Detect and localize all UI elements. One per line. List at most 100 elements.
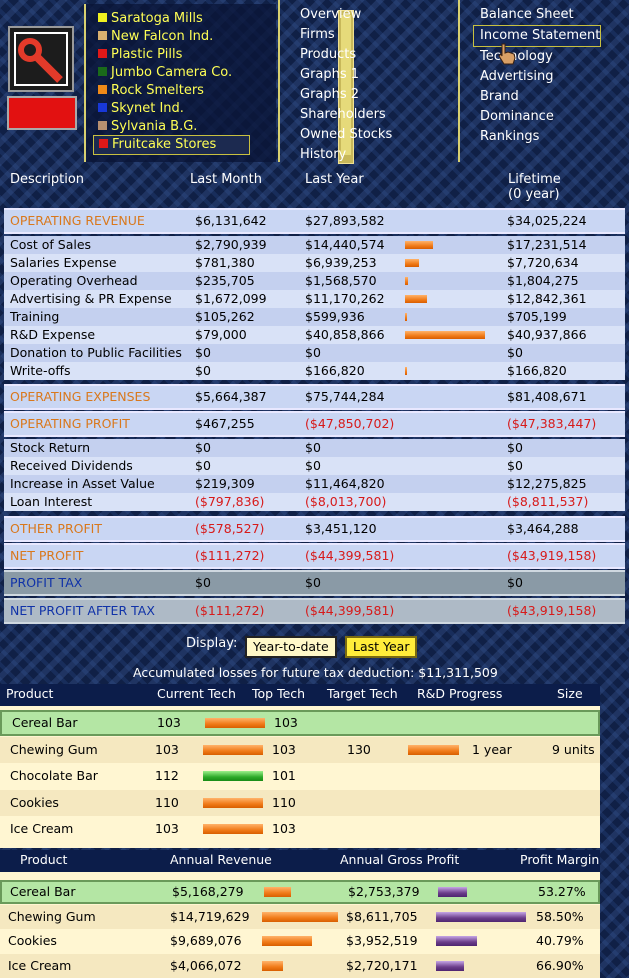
revenue-bar [264,887,291,897]
menu-technology[interactable]: Technology [480,49,553,64]
rd-row[interactable]: Ice Cream 103 103 [0,816,600,842]
row-stock-return: Stock Return $0 $0 $0 [4,439,625,457]
menu-firms[interactable]: Firms [300,27,335,42]
menu-graphs-1[interactable]: Graphs 1 [300,67,360,82]
row-rd-expense: R&D Expense $79,000 $40,858,866 $40,937,86… [4,326,625,344]
profit-tax: PROFIT TAX $0 $0 $0 [4,570,625,596]
row-operating-profit: OPERATING PROFIT $467,255 ($47,850,702) … [4,411,625,437]
company-color-square [98,49,107,58]
rd-size: 9 units [552,741,595,757]
row-net-profit: NET PROFIT ($111,272) ($44,399,581) ($43… [4,543,625,569]
menu-rankings[interactable]: Rankings [480,129,540,144]
company-item[interactable]: New Falcon Ind. [98,28,213,46]
row-write-offs: Write-offs $0 $166,820 $166,820 [4,362,625,380]
row-operating-revenue: OPERATING REVENUE $6,131,642 $27,893,582… [4,208,625,234]
revenue-bar [262,936,312,946]
tech-bar [203,771,263,781]
row-loan-interest: Loan Interest ($797,836) ($8,013,700) ($8,8… [4,493,625,511]
rd-current-tech: 112 [155,768,179,783]
revenue-table: Product Annual Revenue Annual Gross Prof… [0,850,600,978]
company-list-scrollbar[interactable] [338,10,354,164]
rev-row[interactable]: Ice Cream $4,066,072 $2,720,171 66.90% [0,953,600,978]
company-item[interactable]: Saratoga Mills [98,10,203,28]
col-last-year: Last Year [305,172,364,187]
rev-gross: $8,611,705 [346,908,418,924]
menu-graphs-2[interactable]: Graphs 2 [300,87,360,102]
rev-product: Cereal Bar [10,884,76,899]
company-item[interactable]: Plastic Pills [98,46,182,64]
last-year-button[interactable]: Last Year [345,636,418,658]
other-profit: OTHER PROFIT ($578,527) $3,451,120 $3,46… [4,516,625,542]
scroll-thumb[interactable] [341,15,351,155]
rd-row[interactable]: Chocolate Bar 112 101 [0,763,600,789]
company-color-square [98,121,107,130]
row-cost-of-sales: Cost of Sales $2,790,939 $14,440,574 $17,2… [4,236,625,254]
menu-owned-stocks[interactable]: Owned Stocks [300,127,393,142]
net-after-tax: NET PROFIT AFTER TAX ($111,272) ($44,399… [4,598,625,624]
rd-col-top-tech: Top Tech [252,686,306,701]
rd-top-tech: 103 [272,741,296,757]
row-training: Training $105,262 $599,936 $705,199 [4,308,625,326]
rd-col-size: Size [557,686,583,701]
company-item[interactable]: Skynet Ind. [98,100,184,118]
year-to-date-button[interactable]: Year-to-date [245,636,337,658]
company-logo [8,26,74,92]
rd-row[interactable]: Chewing Gum 103 103 130 1 year 9 units [0,736,600,763]
col-last-month: Last Month [190,172,262,187]
rd-target-tech: 130 [347,741,371,757]
menu-products[interactable]: Products [300,47,357,62]
gross-profit-bar [436,936,477,946]
menu-income-statement[interactable]: Income Statement [473,25,601,47]
row-profit-tax: PROFIT TAX $0 $0 $0 [4,570,625,596]
rd-row-selected[interactable]: Cereal Bar 103 103 [0,710,600,736]
gross-profit-bar [438,887,467,897]
rev-product: Chewing Gum [8,908,96,924]
menu-shareholders[interactable]: Shareholders [300,107,386,122]
tech-bar [203,744,263,755]
operating-profit: OPERATING PROFIT $467,255 ($47,850,702) … [4,411,625,437]
menu-history[interactable]: History [300,147,347,162]
accumulated-losses: Accumulated losses for future tax deduct… [133,665,498,680]
row-overhead: Operating Overhead $235,705 $1,568,570 $1,… [4,272,625,290]
divider [458,0,460,162]
rev-row-selected[interactable]: Cereal Bar $5,168,279 $2,753,379 53.27% [0,880,600,904]
col-lifetime-sub: (0 year) [508,187,560,202]
menu-dominance[interactable]: Dominance [480,109,554,124]
expense-bar [405,331,485,339]
rd-product: Cereal Bar [12,715,78,730]
company-color-square [98,85,107,94]
expense-rows: Cost of Sales $2,790,939 $14,440,574 $17,2… [4,236,625,380]
company-item-selected[interactable]: Fruitcake Stores [93,135,250,155]
company-color-square [98,67,107,76]
rd-product: Cookies [10,794,59,810]
menu-balance-sheet[interactable]: Balance Sheet [480,7,574,22]
rev-row[interactable]: Cookies $9,689,076 $3,952,519 40.79% [0,929,600,953]
top-panel: Saratoga Mills New Falcon Ind. Plastic P… [0,0,629,164]
income-statement-table: OPERATING REVENUE $6,131,642 $27,893,582… [4,208,625,234]
tech-bar [205,718,265,728]
rev-col-product: Product [20,852,68,867]
rd-table: Product Current Tech Top Tech Target Tec… [0,684,600,848]
company-item[interactable]: Jumbo Camera Co. [98,64,232,82]
rev-row[interactable]: Chewing Gum $14,719,629 $8,611,705 58.50% [0,904,600,929]
company-item[interactable]: Rock Smelters [98,82,204,100]
rd-current-tech: 103 [155,741,179,757]
company-item[interactable]: Sylvania B.G. [98,118,197,136]
rd-row[interactable]: Cookies 110 110 [0,789,600,816]
row-asset-value: Increase in Asset Value $219,309 $11,464,8… [4,475,625,493]
net-profit: NET PROFIT ($111,272) ($44,399,581) ($43… [4,543,625,569]
hand-cursor-icon [498,43,516,65]
menu-overview[interactable]: Overview [300,7,362,22]
rev-revenue: $5,168,279 [172,884,244,899]
revenue-bar [262,960,283,971]
menu-advertising[interactable]: Advertising [480,69,554,84]
row-operating-expenses: OPERATING EXPENSES $5,664,387 $75,744,28… [4,384,625,410]
rd-col-target-tech: Target Tech [327,686,398,701]
row-other-profit: OTHER PROFIT ($578,527) $3,451,120 $3,46… [4,516,625,542]
operating-expenses: OPERATING EXPENSES $5,664,387 $75,744,28… [4,384,625,410]
rd-progress: 1 year [472,741,512,757]
menu-brand[interactable]: Brand [480,89,519,104]
display-controls: Display: Year-to-date Last Year Accumula… [0,634,629,682]
rev-revenue: $9,689,076 [170,933,242,948]
row-dividends: Received Dividends $0 $0 $0 [4,457,625,475]
